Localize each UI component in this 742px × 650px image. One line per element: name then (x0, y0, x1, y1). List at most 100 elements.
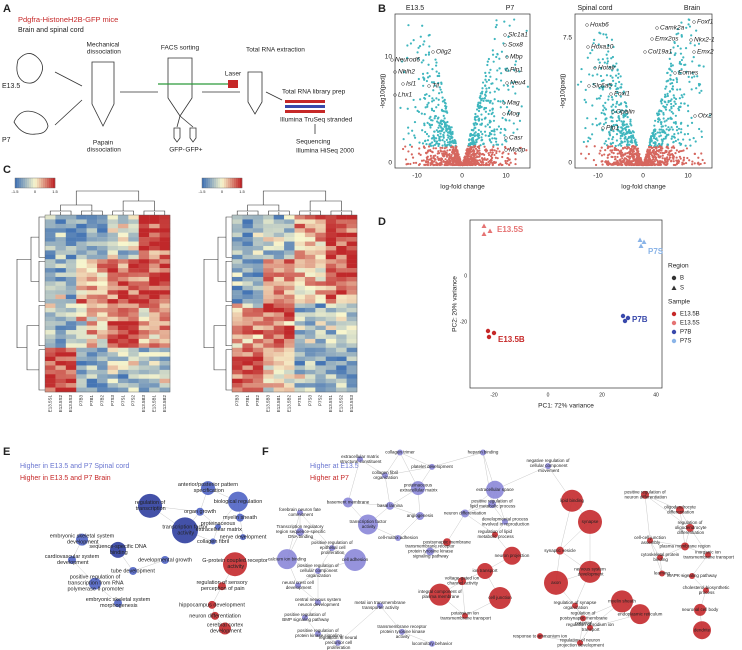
point (647, 163, 650, 167)
term-label: nervous system development (574, 567, 606, 577)
point (483, 108, 486, 111)
heat-cell (242, 223, 254, 229)
heat-cell (45, 223, 56, 229)
point (668, 128, 671, 131)
point (607, 98, 610, 101)
point (491, 102, 494, 105)
point (481, 223, 487, 228)
heat-cell (315, 374, 326, 379)
heat-cell (107, 347, 119, 353)
point (486, 334, 492, 340)
heat-cell (263, 325, 274, 331)
heat-cell (304, 232, 316, 238)
point (670, 137, 673, 140)
heat-cell (55, 250, 67, 256)
term-label: transcription factor activity (162, 525, 207, 537)
heat-cell (65, 387, 77, 393)
point (487, 57, 490, 61)
heat-cell (315, 312, 326, 317)
heat-cell (55, 232, 67, 238)
heat-cell (159, 290, 171, 295)
term-label: cerebral cortex development (207, 623, 244, 635)
branch (225, 305, 232, 347)
heat-cell (149, 338, 160, 344)
point (435, 70, 438, 73)
read (285, 105, 325, 108)
point (666, 71, 669, 74)
point (491, 49, 494, 52)
heat-cell (284, 232, 295, 238)
heat-cell (117, 365, 129, 371)
heat-cell (232, 347, 243, 353)
point (436, 120, 439, 123)
point (426, 76, 430, 79)
point (468, 138, 471, 141)
heatmap (45, 215, 171, 393)
point (615, 139, 619, 142)
heat-cell (65, 338, 77, 344)
heat-cell (325, 223, 337, 229)
heat-cell (315, 250, 326, 256)
point (620, 120, 623, 123)
gene-point (611, 110, 615, 114)
point (440, 163, 443, 166)
heat-cell (97, 281, 108, 286)
point (450, 162, 453, 165)
point (601, 58, 604, 61)
point (478, 149, 481, 152)
point (637, 237, 643, 242)
point (635, 143, 639, 147)
column-label: P7S1 (297, 395, 302, 407)
column-label: E13.5B2 (286, 395, 291, 413)
step: GFP+ (185, 147, 202, 154)
heat-cell (159, 312, 171, 317)
point (492, 119, 496, 122)
point (622, 92, 625, 95)
point (625, 104, 628, 107)
point (495, 23, 498, 27)
heat-cell (252, 237, 264, 242)
point (618, 80, 621, 84)
point (602, 109, 605, 112)
heat-cell (325, 378, 337, 384)
node (240, 534, 246, 541)
point (676, 27, 680, 31)
point (417, 152, 421, 155)
heat-cell (117, 268, 129, 273)
point (438, 137, 441, 140)
panel-label: F (262, 446, 269, 458)
heat-cell (336, 356, 347, 362)
point (614, 110, 617, 114)
points (399, 18, 529, 167)
term-label: positive regulation of lipid metabolic p… (469, 499, 517, 509)
term-label: cardiovascular system development (45, 554, 100, 566)
heat-cell (128, 281, 139, 286)
colorbar-cell (37, 178, 40, 188)
heat-cell (304, 347, 316, 353)
heat-cell (232, 307, 243, 313)
point (472, 156, 476, 160)
heat-cell (97, 272, 108, 278)
point (626, 151, 629, 155)
point (598, 61, 601, 64)
point (426, 103, 429, 106)
legend-entry: Higher in E13.5 and P7 Brain (20, 475, 111, 482)
term-label: potassium ion transmembrane transport (439, 611, 492, 621)
point (687, 110, 690, 113)
point (669, 51, 673, 54)
point (614, 84, 617, 88)
point (669, 74, 672, 77)
heat-cell (242, 268, 254, 273)
point (490, 112, 493, 116)
point (519, 146, 522, 149)
heat-cell (252, 352, 264, 357)
heat-cell (117, 237, 129, 242)
point (493, 128, 496, 131)
heat-cell (86, 299, 98, 304)
heat-cell (138, 250, 150, 256)
heat-cell (315, 334, 326, 340)
point (614, 157, 617, 161)
point (425, 156, 428, 159)
point (594, 163, 598, 167)
heat-cell (273, 378, 285, 384)
